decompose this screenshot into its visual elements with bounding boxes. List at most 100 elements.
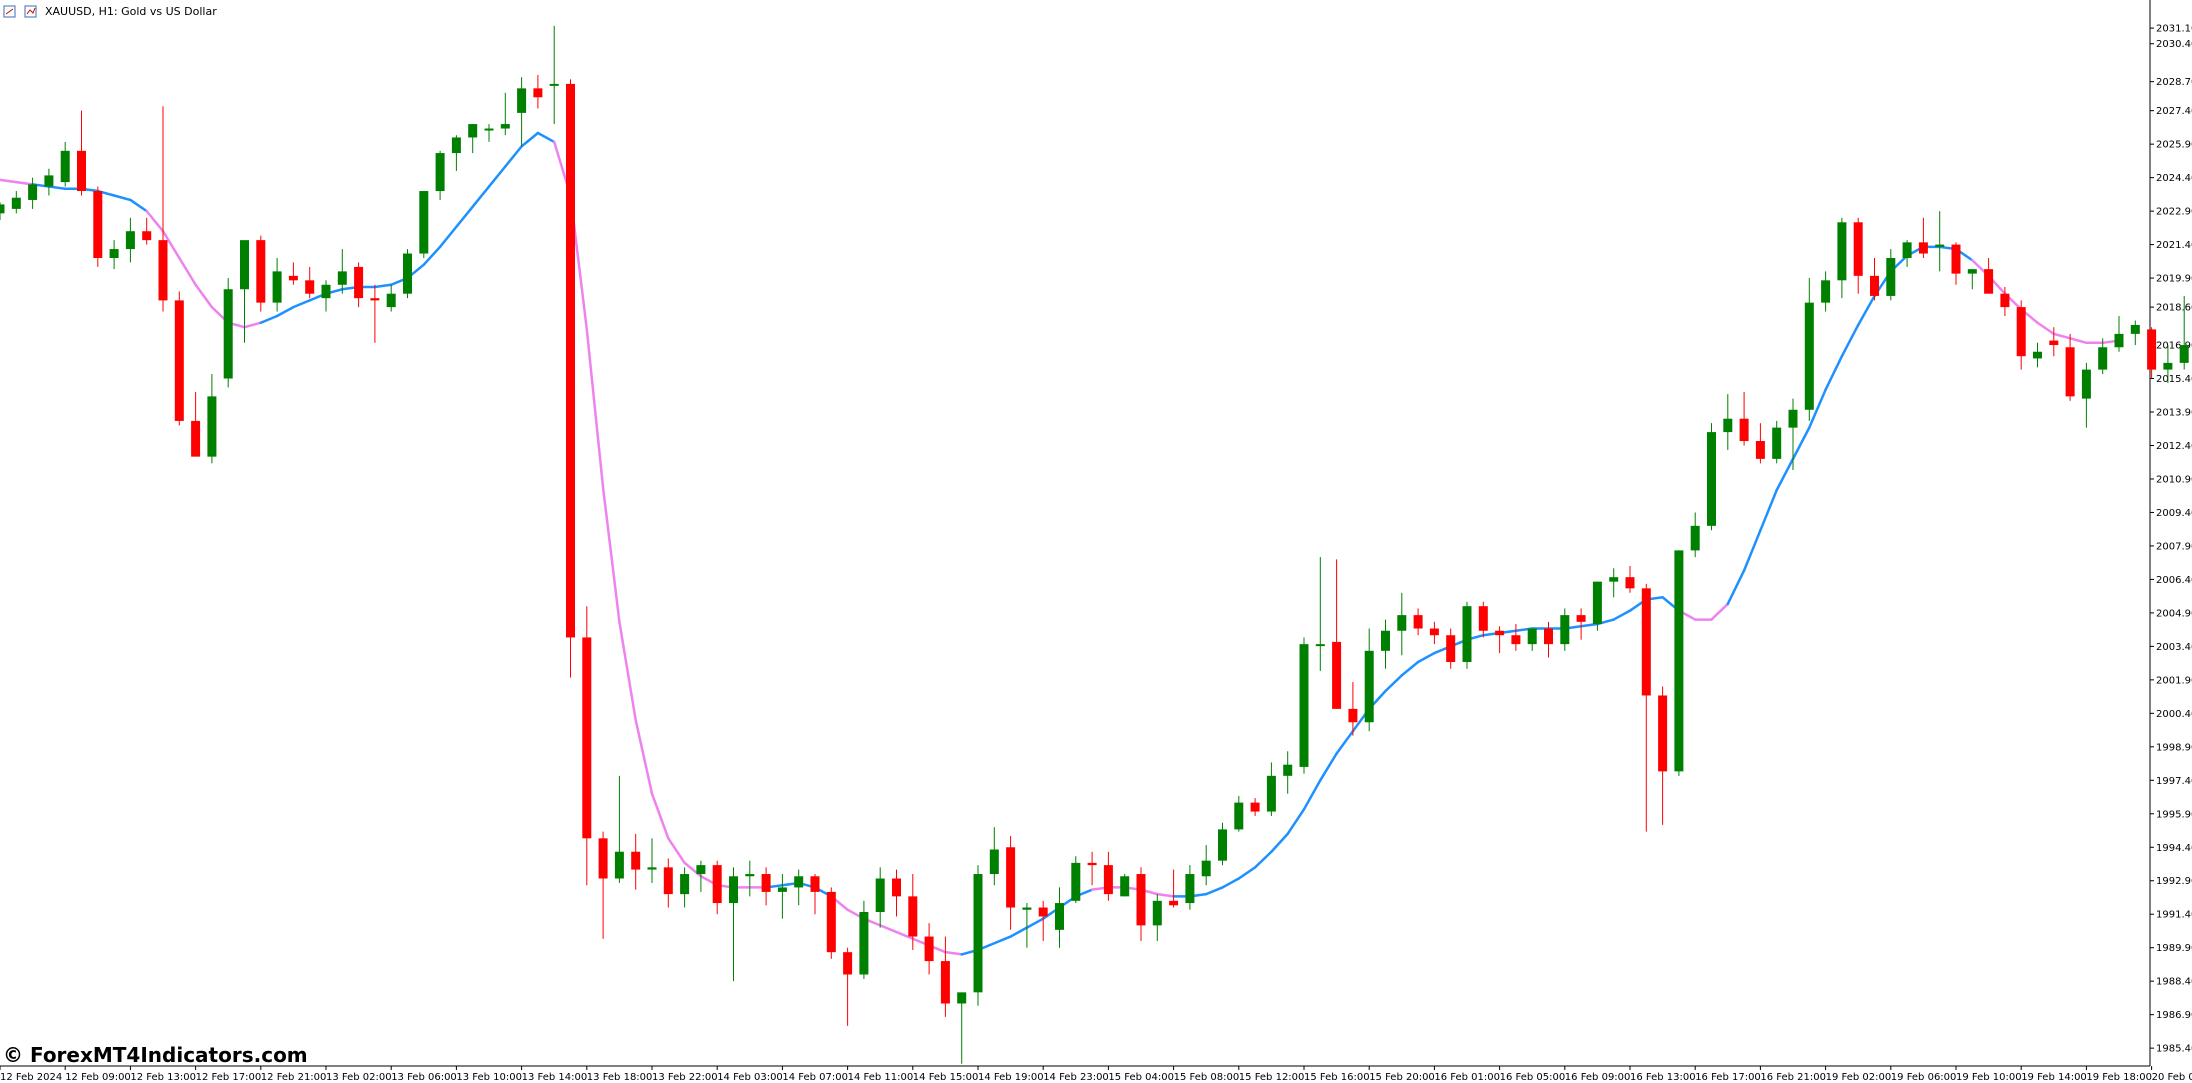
candle-body — [337, 271, 347, 285]
ma-segment — [1204, 886, 1224, 896]
candle — [451, 135, 461, 171]
candle — [28, 177, 38, 209]
price-label: 1997.40 — [2156, 776, 2192, 787]
ma-segment — [1710, 602, 1730, 621]
candle — [1038, 900, 1048, 942]
ma-segment — [650, 792, 670, 840]
candle-body — [1087, 862, 1097, 866]
candle-body — [1674, 550, 1684, 772]
candle — [142, 217, 152, 245]
price-label: 2007.90 — [2156, 541, 2192, 552]
candle-body — [533, 88, 543, 98]
candle-body — [729, 876, 738, 904]
candle-body — [2163, 362, 2173, 370]
candle — [663, 858, 673, 908]
candle — [1674, 550, 1684, 776]
ma-segment — [471, 185, 491, 208]
candle-body — [1397, 615, 1407, 631]
ma-segment — [993, 935, 1012, 945]
candle — [566, 79, 575, 678]
ma-segment — [1400, 660, 1420, 677]
candle — [598, 831, 608, 939]
candle — [403, 249, 412, 299]
candle — [1218, 822, 1227, 866]
candle — [1332, 559, 1342, 709]
time-label: 19 Feb 14:00 — [2021, 1072, 2087, 1083]
time-label: 13 Feb 18:00 — [587, 1072, 653, 1083]
time-label: 19 Feb 06:00 — [1891, 1072, 1957, 1083]
candle — [1006, 836, 1016, 930]
price-label: 1992.90 — [2156, 876, 2192, 887]
candle-body — [403, 253, 412, 294]
candle — [973, 865, 983, 1006]
candle-body — [1918, 242, 1928, 254]
time-label: 13 Feb 14:00 — [522, 1072, 588, 1083]
candle — [1315, 557, 1325, 671]
candle-body — [582, 637, 592, 839]
candle — [1413, 608, 1423, 636]
price-label: 2004.90 — [2156, 608, 2192, 619]
candle-body — [1478, 606, 1488, 631]
candle — [631, 833, 641, 890]
ma-segment — [145, 209, 165, 233]
ma-segment — [178, 256, 197, 287]
candle — [1185, 865, 1195, 910]
candle — [794, 869, 804, 906]
ma-segment — [1791, 426, 1811, 461]
price-label: 2031.10 — [2156, 24, 2192, 35]
candle-body — [924, 936, 934, 962]
ma-segment — [1270, 832, 1289, 853]
candle-body — [989, 849, 999, 875]
candle — [533, 74, 543, 109]
ma-segment — [438, 225, 458, 249]
time-label: 15 Feb 12:00 — [1239, 1072, 1305, 1083]
candle-body — [1429, 628, 1439, 636]
candle-body — [500, 124, 510, 129]
candle — [44, 168, 54, 196]
ma-segment — [536, 131, 556, 144]
candle-body — [892, 878, 901, 897]
ma-segment — [161, 229, 181, 260]
candle-body — [1218, 829, 1227, 861]
price-label: 2015.40 — [2156, 374, 2192, 385]
candle-body — [1772, 427, 1782, 459]
candle — [1152, 894, 1162, 942]
candle — [1641, 583, 1651, 832]
candle-body — [305, 280, 315, 294]
candle-body — [1853, 222, 1863, 276]
ma-segment — [373, 283, 393, 289]
candle — [2016, 300, 2026, 370]
candle — [1397, 592, 1407, 656]
candle-body — [1707, 432, 1716, 526]
candle-body — [1723, 418, 1733, 433]
ma-segment — [1221, 877, 1241, 889]
ma-segment — [275, 305, 295, 318]
candle — [60, 141, 70, 187]
candle — [549, 25, 559, 125]
price-label: 1991.40 — [2156, 910, 2192, 921]
candle — [729, 867, 738, 982]
candle — [1055, 887, 1064, 948]
candle-body — [1788, 409, 1798, 428]
candle — [158, 106, 168, 312]
ma-segment — [618, 620, 637, 722]
candle-body — [77, 150, 86, 192]
candle — [370, 284, 380, 343]
candle-body — [2147, 329, 2157, 370]
candle — [435, 150, 445, 200]
candle — [1429, 621, 1439, 645]
candle — [386, 284, 396, 312]
time-label: 15 Feb 08:00 — [1174, 1072, 1240, 1083]
candle-body — [1739, 418, 1749, 442]
ma-segment — [1775, 457, 1795, 492]
candle-body — [44, 175, 54, 187]
candle-body — [1364, 650, 1374, 723]
candle — [419, 191, 429, 258]
price-label: 2019.90 — [2156, 274, 2192, 285]
candle-body — [2081, 369, 2091, 399]
price-label: 2018.60 — [2156, 303, 2192, 314]
candle — [288, 262, 298, 285]
candle — [1446, 628, 1456, 669]
ma-segment — [1237, 866, 1257, 880]
